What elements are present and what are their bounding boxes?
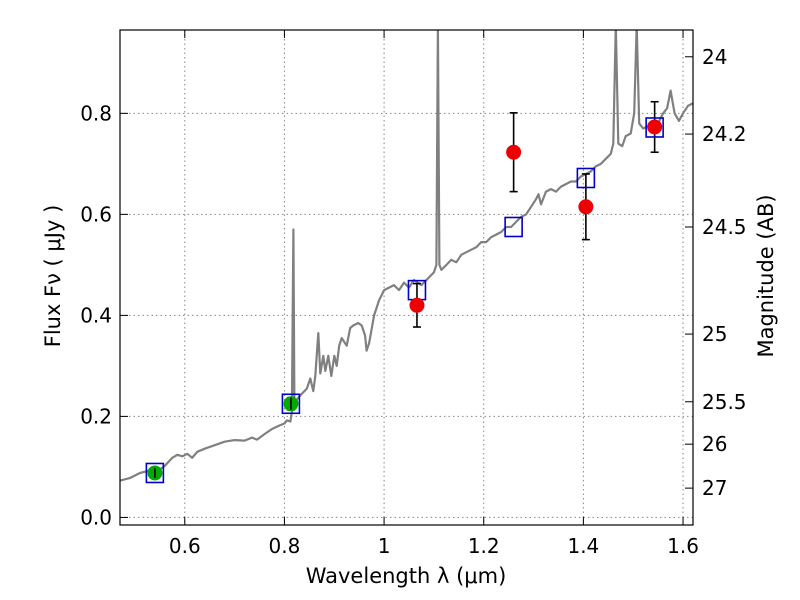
x-tick-label: 1.6: [667, 534, 699, 558]
y-tick-label: 0.8: [80, 101, 112, 125]
axis-ticks: [120, 30, 693, 525]
y-axis-label: Flux Fν ( μJy ): [41, 205, 65, 348]
magnitude-tick-label: 25.5: [702, 390, 747, 414]
spectrum-series: [120, 30, 693, 482]
observed-photometry-point: [409, 297, 425, 313]
model-photometry-box: [576, 167, 596, 189]
magnitude-tick-label: 25: [702, 322, 727, 346]
magnitude-tick-labels: 24 24.2 24.5 25 25.5 26 27: [702, 45, 747, 500]
model-photometry-series: [145, 117, 664, 484]
observed-photometry-point: [506, 144, 522, 160]
grid-lines: [120, 30, 693, 525]
observed-photometry-point: [578, 199, 594, 215]
magnitude-tick-label: 24: [702, 45, 727, 69]
spectrum-line: [120, 30, 693, 482]
observed-photometry-series: [147, 119, 663, 481]
x-tick-label: 1: [378, 534, 391, 558]
x-tick-label: 1.4: [567, 534, 599, 558]
y-tick-label: 0.6: [80, 202, 112, 226]
x-axis-label: Wavelength λ (μm): [306, 564, 507, 588]
magnitude-tick-label: 24.2: [702, 122, 747, 146]
magnitude-tick-label: 27: [702, 476, 727, 500]
observed-photometry-point: [647, 119, 663, 135]
x-tick-label: 0.6: [169, 534, 201, 558]
model-photometry-box: [504, 216, 523, 238]
model-photometry-box: [645, 117, 664, 138]
y-tick-label: 0.4: [80, 303, 112, 327]
plot-frame: [119, 29, 694, 526]
magnitude-tick-label: 24.5: [702, 215, 747, 239]
model-photometry-box: [281, 393, 301, 415]
y-tick-labels: 0.0 0.2 0.4 0.6 0.8: [80, 101, 112, 529]
magnitude-tick-label: 26: [702, 432, 727, 456]
y-tick-label: 0.2: [80, 404, 112, 428]
y-tick-label: 0.0: [80, 505, 112, 529]
x-tick-label: 0.8: [269, 534, 301, 558]
y2-axis-label: Magnitude (AB): [754, 194, 778, 357]
x-tick-label: 1.2: [468, 534, 500, 558]
error-bars: [150, 100, 659, 479]
x-tick-labels: 0.6 0.8 1 1.2 1.4 1.6: [169, 534, 699, 558]
model-photometry-box: [145, 462, 165, 484]
